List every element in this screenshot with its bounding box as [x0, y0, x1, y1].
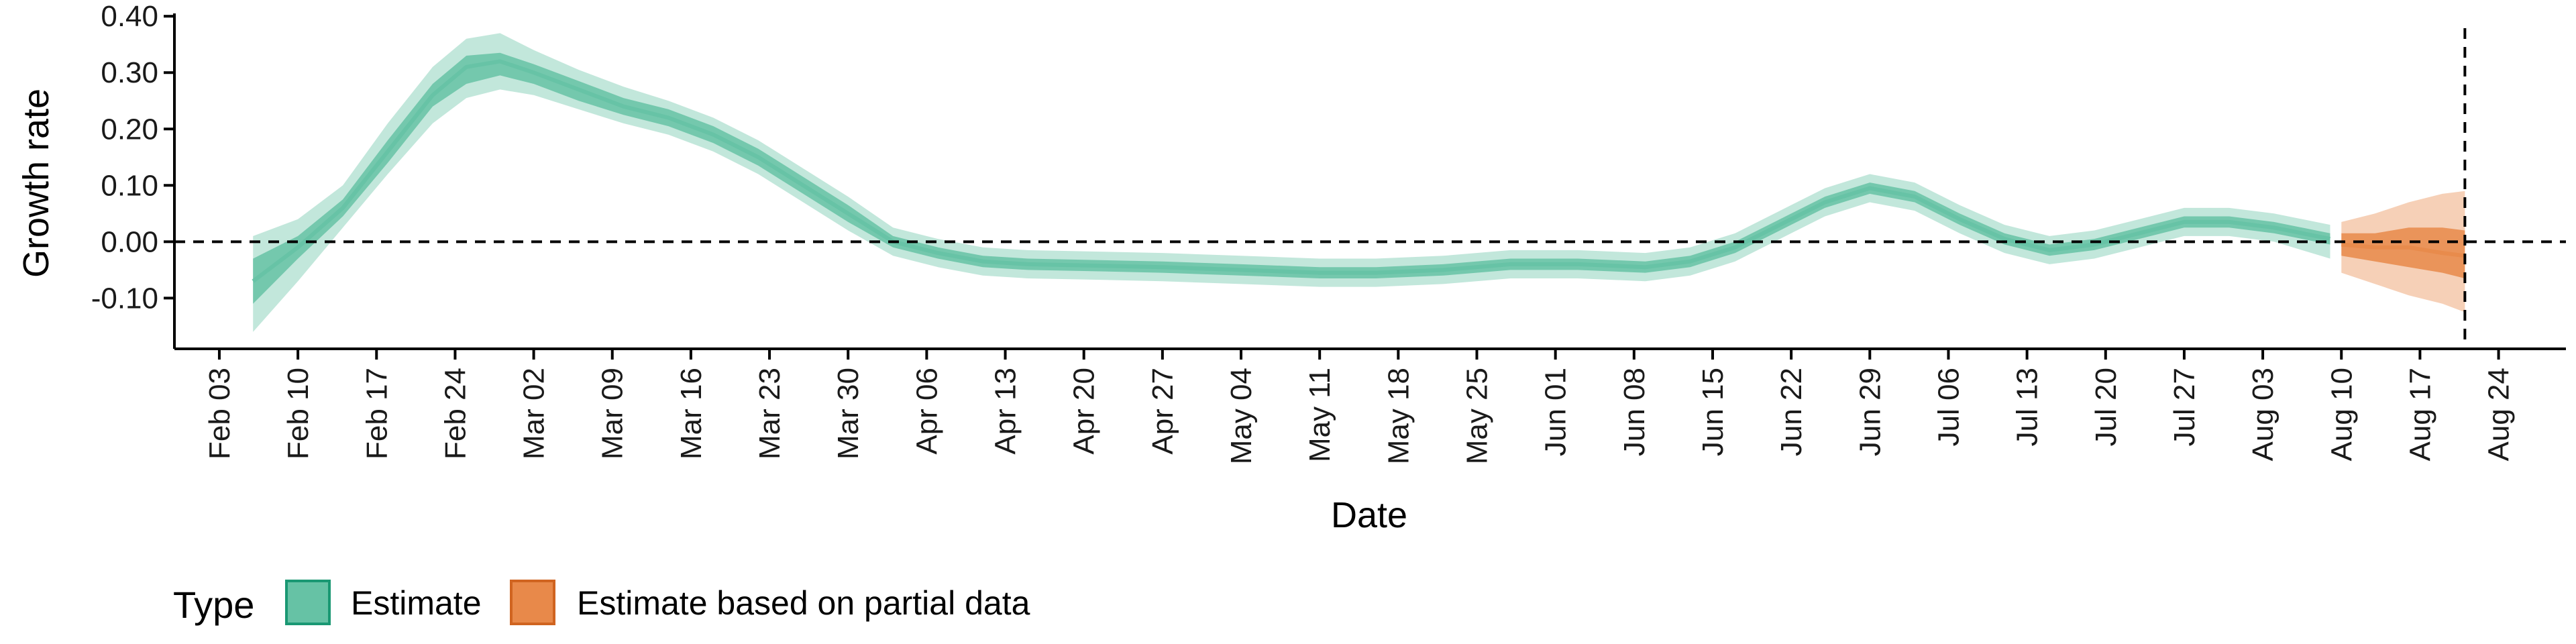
- legend-label-partial: Estimate based on partial data: [577, 584, 1030, 622]
- x-tick-label-27: Aug 10: [2325, 368, 2358, 461]
- y-tick-label-5: 0.40: [101, 0, 158, 33]
- x-tick-label-20: Jun 22: [1775, 368, 1808, 456]
- x-tick-label-23: Jul 13: [2011, 368, 2044, 446]
- axes: [173, 13, 2566, 350]
- x-tick-label-25: Jul 27: [2168, 368, 2201, 446]
- x-tick-label-4: Mar 02: [518, 368, 551, 460]
- x-tick-label-11: Apr 20: [1068, 368, 1101, 455]
- legend: Type Estimate Estimate based on partial …: [173, 580, 1030, 626]
- x-tick-label-9: Apr 06: [910, 368, 943, 455]
- ribbon-layer: [252, 33, 2465, 332]
- x-tick-label-7: Mar 23: [753, 368, 786, 460]
- x-tick-label-0: Feb 03: [203, 368, 236, 460]
- x-axis-title: Date: [1331, 495, 1407, 535]
- x-tick-label-1: Feb 10: [282, 368, 315, 460]
- x-tick-label-13: May 04: [1225, 368, 1258, 464]
- x-tick-label-5: Mar 09: [596, 368, 629, 460]
- x-tick-label-18: Jun 08: [1618, 368, 1651, 456]
- x-tick-label-22: Jul 06: [1932, 368, 1965, 446]
- series-1-median-line: [2341, 242, 2465, 258]
- x-tick-label-6: Mar 16: [675, 368, 708, 460]
- x-tick-label-2: Feb 17: [360, 368, 393, 460]
- x-tick-label-15: May 18: [1382, 368, 1415, 464]
- legend-swatch-partial: [510, 580, 555, 625]
- x-tick-label-26: Aug 03: [2247, 368, 2279, 461]
- y-axis-title: Growth rate: [16, 89, 56, 278]
- x-tick-label-14: May 11: [1303, 368, 1336, 462]
- reference-lines: [174, 28, 2566, 349]
- y-tick-label-0: -0.10: [91, 282, 158, 315]
- x-tick-label-10: Apr 13: [989, 368, 1022, 455]
- legend-title: Type: [173, 584, 254, 626]
- x-tick-label-3: Feb 24: [439, 368, 472, 460]
- series-0-inner-band: [253, 52, 2330, 304]
- legend-swatch-estimate: [285, 580, 331, 625]
- tick-layer: -0.10 0.00 0.10 0.20 0.30 0.40 Feb 03 Feb 10 Feb…: [91, 0, 2516, 464]
- y-tick-label-4: 0.30: [101, 56, 158, 89]
- legend-label-estimate: Estimate: [351, 584, 482, 622]
- x-tick-label-16: May 25: [1461, 368, 1494, 464]
- x-tick-label-17: Jun 01: [1540, 368, 1572, 456]
- x-tick-label-29: Aug 24: [2483, 368, 2516, 461]
- x-tick-label-8: Mar 30: [832, 368, 865, 460]
- x-tick-label-19: Jun 15: [1697, 368, 1729, 456]
- x-tick-label-21: Jun 29: [1854, 368, 1886, 456]
- series-0-median-line: [252, 59, 2331, 283]
- x-tick-label-28: Aug 17: [2404, 368, 2436, 461]
- y-tick-label-3: 0.20: [101, 113, 158, 146]
- y-tick-label-2: 0.10: [101, 169, 158, 202]
- series-1-inner-band: [2341, 227, 2465, 278]
- x-tick-label-24: Jul 20: [2090, 368, 2123, 446]
- x-tick-label-12: Apr 27: [1146, 368, 1179, 455]
- y-tick-label-1: 0.00: [101, 225, 158, 258]
